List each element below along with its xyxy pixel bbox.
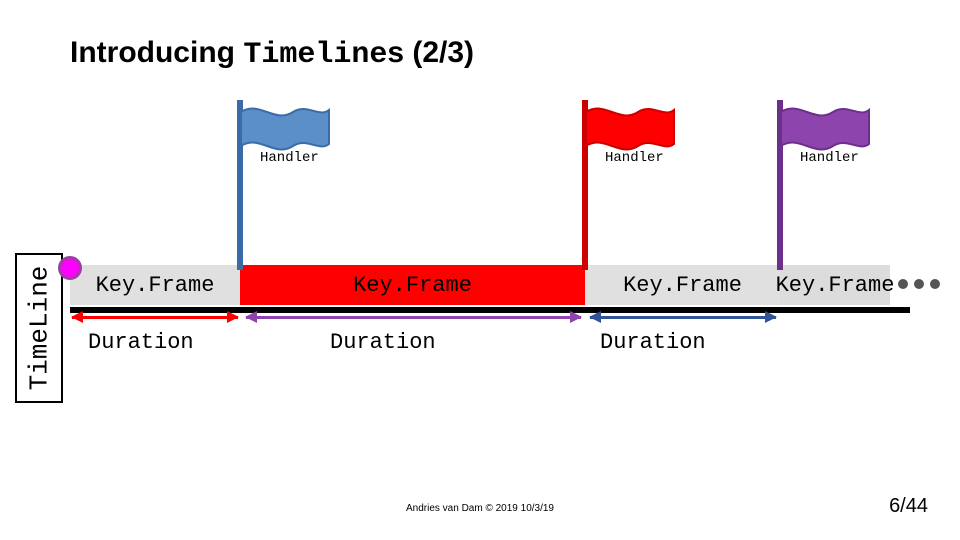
handler-label: Handler xyxy=(800,150,859,166)
timeline-axis xyxy=(70,307,910,313)
handler-label: Handler xyxy=(260,150,319,166)
keyframe-segment: Key.Frame xyxy=(780,265,890,305)
title-mono: Timeline xyxy=(243,38,387,72)
duration-arrow xyxy=(246,316,581,319)
duration-label: Duration xyxy=(600,330,706,355)
timeline-label: TimeLine xyxy=(24,266,54,391)
keyframe-bar: Key.FrameKey.FrameKey.FrameKey.Frame xyxy=(70,265,940,305)
duration-arrow xyxy=(72,316,238,319)
timeline-label-box: TimeLine xyxy=(15,253,63,403)
duration-arrow xyxy=(590,316,776,319)
duration-label: Duration xyxy=(330,330,436,355)
keyframe-segment: Key.Frame xyxy=(70,265,240,305)
start-marker xyxy=(58,256,82,280)
footer-center: Andries van Dam © 2019 10/3/19 xyxy=(0,503,960,514)
handler-label: Handler xyxy=(605,150,664,166)
duration-label: Duration xyxy=(88,330,194,355)
ellipsis-icon xyxy=(898,279,940,289)
title-suffix: s (2/3) xyxy=(387,36,474,69)
keyframe-segment: Key.Frame xyxy=(585,265,780,305)
timeline-diagram: Key.FrameKey.FrameKey.FrameKey.Frame Dur… xyxy=(70,115,940,415)
slide-title: Introducing Timelines (2/3) xyxy=(70,36,474,72)
title-prefix: Introducing xyxy=(70,36,243,69)
footer-page-number: 6/44 xyxy=(889,495,928,518)
keyframe-segment: Key.Frame xyxy=(240,265,585,305)
slide-root: Introducing Timelines (2/3) TimeLine Key… xyxy=(0,0,960,540)
